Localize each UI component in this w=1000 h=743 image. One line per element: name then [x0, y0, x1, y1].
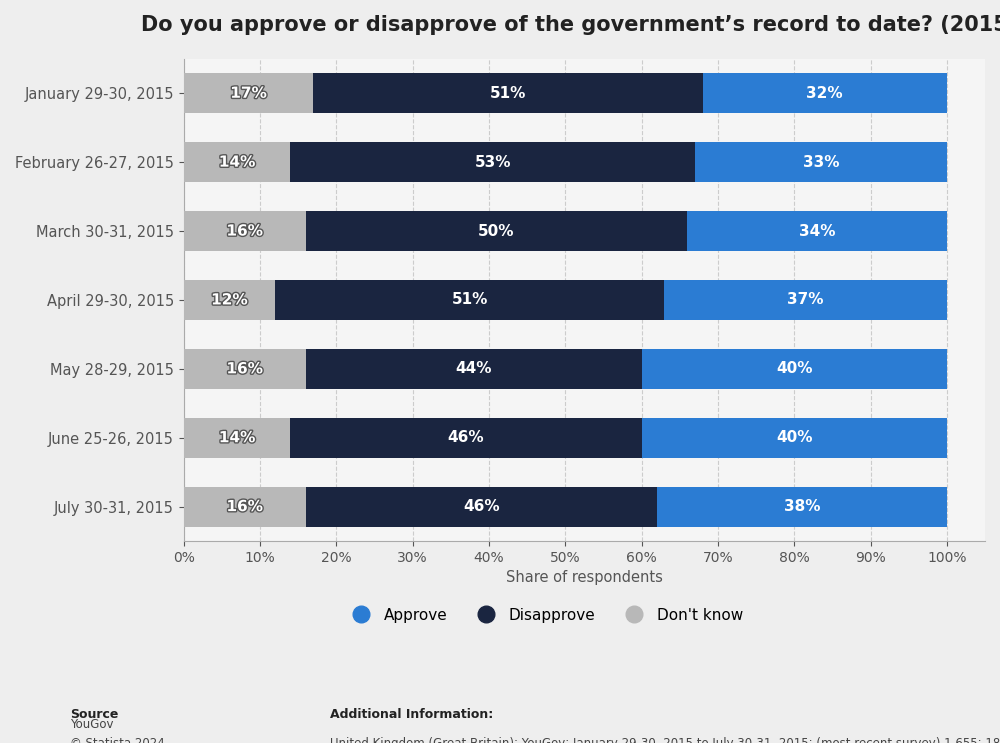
Text: 40%: 40%: [776, 430, 812, 445]
Text: 16%: 16%: [226, 499, 263, 514]
Bar: [184, 74, 313, 113]
Bar: [290, 418, 642, 458]
Bar: [313, 74, 703, 113]
Text: 40%: 40%: [776, 361, 812, 376]
Bar: [306, 211, 687, 251]
Bar: [664, 280, 947, 320]
Text: 46%: 46%: [463, 499, 500, 514]
Bar: [657, 487, 947, 527]
Text: YouGov
© Statista 2024: YouGov © Statista 2024: [70, 718, 165, 743]
Text: 16%: 16%: [226, 224, 263, 239]
Text: 53%: 53%: [474, 155, 511, 169]
Bar: [642, 418, 947, 458]
Bar: [306, 487, 657, 527]
Title: Do you approve or disapprove of the government’s record to date? (2015)*: Do you approve or disapprove of the gove…: [141, 15, 1000, 35]
Text: 51%: 51%: [452, 293, 488, 308]
Text: 32%: 32%: [806, 85, 843, 101]
Text: 14%: 14%: [219, 430, 255, 445]
Bar: [184, 418, 290, 458]
Text: United Kingdom (Great Britain); YouGov; January 29-30, 2015 to July 30-31, 2015;: United Kingdom (Great Britain); YouGov; …: [330, 738, 1000, 743]
Text: Source: Source: [70, 708, 118, 721]
Text: 16%: 16%: [226, 361, 263, 376]
Bar: [642, 348, 947, 389]
Bar: [275, 280, 664, 320]
Text: 38%: 38%: [784, 499, 820, 514]
Bar: [703, 74, 947, 113]
Bar: [290, 142, 695, 182]
Text: 33%: 33%: [803, 155, 839, 169]
Bar: [184, 142, 290, 182]
Text: 14%: 14%: [219, 155, 255, 169]
Bar: [184, 211, 306, 251]
Bar: [184, 280, 275, 320]
X-axis label: Share of respondents: Share of respondents: [506, 571, 663, 585]
Text: 34%: 34%: [799, 224, 835, 239]
Bar: [184, 487, 306, 527]
Bar: [306, 348, 642, 389]
Text: 12%: 12%: [211, 293, 248, 308]
Text: 44%: 44%: [455, 361, 492, 376]
Text: 37%: 37%: [787, 293, 824, 308]
Text: 51%: 51%: [490, 85, 526, 101]
Bar: [695, 142, 947, 182]
Text: Additional Information:: Additional Information:: [330, 708, 493, 721]
Legend: Approve, Disapprove, Don't know: Approve, Disapprove, Don't know: [340, 602, 749, 629]
Text: 17%: 17%: [230, 85, 267, 101]
Text: 46%: 46%: [448, 430, 484, 445]
Text: 50%: 50%: [478, 224, 515, 239]
Bar: [687, 211, 947, 251]
Bar: [184, 348, 306, 389]
